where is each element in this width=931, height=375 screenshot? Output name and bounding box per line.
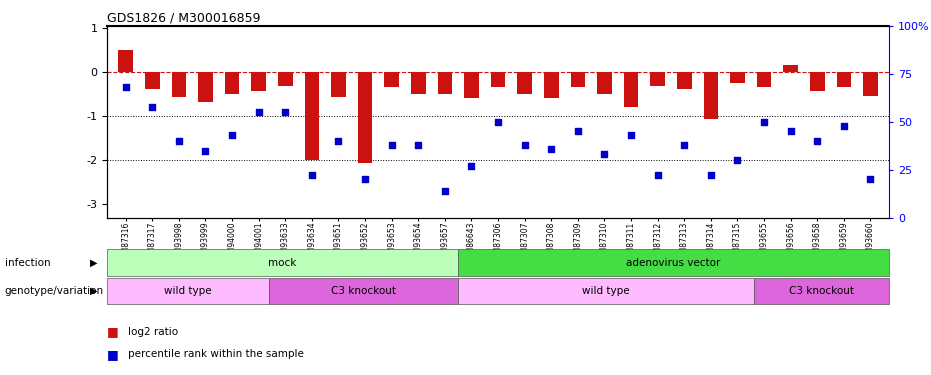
Point [650,172,665,178]
Bar [754,278,889,304]
Bar [438,72,452,93]
Bar [107,278,269,304]
Bar [624,72,639,107]
Point [518,142,533,148]
Point [438,188,452,194]
Text: GDS1826 / M300016859: GDS1826 / M300016859 [107,11,261,24]
Bar [107,249,458,276]
Bar [651,72,665,87]
Bar [597,72,612,93]
Point [385,142,399,148]
Bar [704,72,718,118]
Point [863,176,878,182]
Text: wild type: wild type [582,286,629,296]
Bar [458,249,889,276]
Point [464,163,479,169]
Point [836,123,851,129]
Bar [571,72,586,87]
Bar [677,72,692,89]
Bar [331,72,345,97]
Point [704,172,719,178]
Point [198,147,213,154]
Point [810,138,825,144]
Point [783,128,798,135]
Bar [171,72,186,97]
Point [171,138,186,144]
Bar [198,72,213,102]
Text: ▶: ▶ [90,286,98,296]
Bar [251,72,266,91]
Point [491,119,506,125]
Bar [458,278,754,304]
Point [757,119,772,125]
Point [571,128,586,135]
Bar [145,72,159,89]
Bar [783,65,798,72]
Bar [837,72,851,87]
Point [251,110,266,116]
Bar [730,72,745,82]
Point [730,157,745,163]
Bar [224,72,239,93]
Text: log2 ratio: log2 ratio [128,327,178,337]
Point [624,132,639,138]
Point [677,142,692,148]
Bar [118,50,133,72]
Point [411,142,425,148]
Bar [544,72,559,98]
Point [277,110,292,116]
Bar [304,72,319,160]
Point [145,104,160,110]
Text: ■: ■ [107,348,119,361]
Text: wild type: wild type [164,286,211,296]
Text: ▶: ▶ [90,258,98,267]
Bar [810,72,825,91]
Text: infection: infection [5,258,50,267]
Point [597,152,612,157]
Bar [358,72,372,162]
Point [544,146,559,152]
Point [331,138,346,144]
Point [358,176,372,182]
Text: C3 knockout: C3 knockout [789,286,854,296]
Point [118,84,133,90]
Bar [757,72,772,87]
Text: C3 knockout: C3 knockout [331,286,396,296]
Bar [278,72,292,87]
Text: percentile rank within the sample: percentile rank within the sample [128,350,304,359]
Text: adenovirus vector: adenovirus vector [627,258,721,267]
Bar [269,278,458,304]
Text: mock: mock [268,258,297,267]
Bar [863,72,878,96]
Text: ■: ■ [107,326,119,338]
Point [224,132,239,138]
Bar [465,72,479,98]
Bar [491,72,506,87]
Bar [385,72,399,87]
Bar [411,72,425,93]
Text: genotype/variation: genotype/variation [5,286,103,296]
Point [304,172,319,178]
Bar [518,72,532,94]
